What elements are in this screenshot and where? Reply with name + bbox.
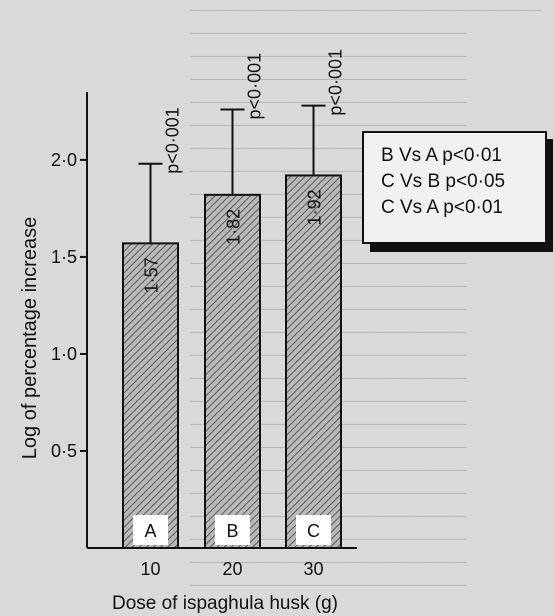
bar-letter: B bbox=[226, 521, 238, 541]
data-label: 1·92 bbox=[305, 189, 325, 225]
p-value-label: p<0·001 bbox=[326, 49, 346, 116]
data-label: 1·82 bbox=[224, 209, 244, 245]
x-axis-label: Dose of ispaghula husk (g) bbox=[112, 593, 338, 614]
x-tick-label: 10 bbox=[140, 559, 160, 579]
legend-entry: C Vs B p<0·05 bbox=[381, 171, 506, 192]
legend-entry: C Vs A p<0·01 bbox=[381, 197, 503, 218]
legend-entry: B Vs A p<0·01 bbox=[381, 145, 502, 166]
x-tick-label: 20 bbox=[222, 559, 242, 579]
bar-letter: A bbox=[144, 521, 156, 541]
p-value-label: p<0·001 bbox=[245, 53, 265, 120]
legend: B Vs A p<0·01 C Vs B p<0·05 C Vs A p<0·0… bbox=[362, 131, 547, 244]
p-value-label: p<0·001 bbox=[163, 107, 183, 174]
bar-letter: C bbox=[307, 521, 320, 541]
y-tick-label: 1·5 bbox=[51, 247, 77, 267]
bar-letter-box bbox=[296, 515, 331, 545]
data-label: 1·57 bbox=[142, 257, 162, 293]
bar bbox=[122, 242, 179, 550]
bar-letter-box bbox=[215, 515, 250, 545]
y-tick-label: 0·5 bbox=[51, 441, 77, 461]
x-tick-label: 30 bbox=[303, 559, 323, 579]
y-tick-label: 1·0 bbox=[51, 344, 77, 364]
y-tick-label: 2·0 bbox=[51, 150, 77, 170]
bar bbox=[204, 193, 261, 549]
bars-group: A 10 1·57 p<0·001 B 20 1·82 p<0·001 C 30 1·92 p<0·0… bbox=[122, 49, 346, 579]
bar bbox=[285, 174, 342, 549]
y-axis-label: Log of percentage increase bbox=[19, 217, 41, 459]
bar-letter-box bbox=[133, 515, 168, 545]
